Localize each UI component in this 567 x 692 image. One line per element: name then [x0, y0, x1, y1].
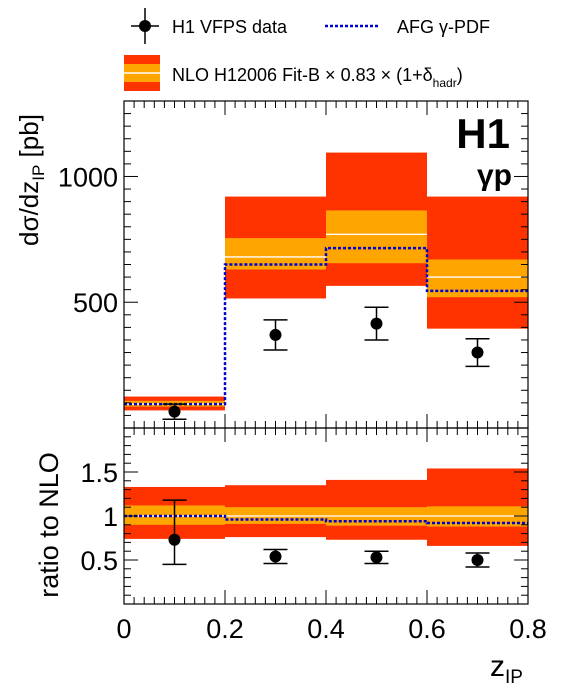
top-y-axis-label: dσ/dzIP [pb] — [14, 114, 48, 246]
cross-section-panel: 500 1000 — [58, 100, 529, 429]
top-data-point — [370, 317, 383, 330]
ratio-y-tick-label: 0.5 — [80, 546, 118, 576]
ratio-data-point — [269, 550, 282, 563]
ratio-data-point — [471, 554, 484, 566]
legend-afg-label: AFG γ-PDF — [397, 17, 490, 37]
ratio-y-tick-label: 1.5 — [80, 458, 118, 488]
legend-nlo-label: NLO H12006 Fit-B × 0.83 × (1+δhadr) — [172, 65, 463, 90]
ratio-data-point — [168, 533, 181, 546]
top-y-tick-label: 500 — [73, 288, 118, 318]
x-tick-label: 0.2 — [206, 614, 244, 644]
x-tick-label: 0.6 — [408, 614, 446, 644]
ratio-data-point — [370, 551, 383, 564]
top-data-point — [471, 346, 484, 359]
ratio-y-tick-label: 1 — [103, 502, 118, 532]
legend-data-marker — [131, 8, 159, 44]
x-tick-label: 0 — [116, 614, 131, 644]
ratio-afg-line — [124, 514, 528, 525]
legend-data-label: H1 VFPS data — [172, 17, 288, 37]
x-tick-label: 0.4 — [307, 614, 345, 644]
experiment-label: H1 — [456, 110, 510, 157]
top-data-point — [168, 405, 181, 418]
x-axis-label: zIP — [490, 650, 523, 688]
bottom-y-axis-label: ratio to NLO — [34, 452, 64, 598]
legend-nlo-swatch — [124, 55, 160, 91]
top-pdf-band — [326, 210, 427, 264]
top-data-point — [269, 328, 282, 341]
process-label: γp — [477, 159, 512, 192]
ratio-panel: 0.5 1 1.5 0 0.2 0.4 0.6 0.8 — [80, 427, 547, 644]
x-tick-label: 0.8 — [509, 614, 547, 644]
top-y-tick-label: 1000 — [58, 162, 118, 192]
legend: H1 VFPS data AFG γ-PDF NLO H12006 Fit-B … — [124, 8, 490, 91]
